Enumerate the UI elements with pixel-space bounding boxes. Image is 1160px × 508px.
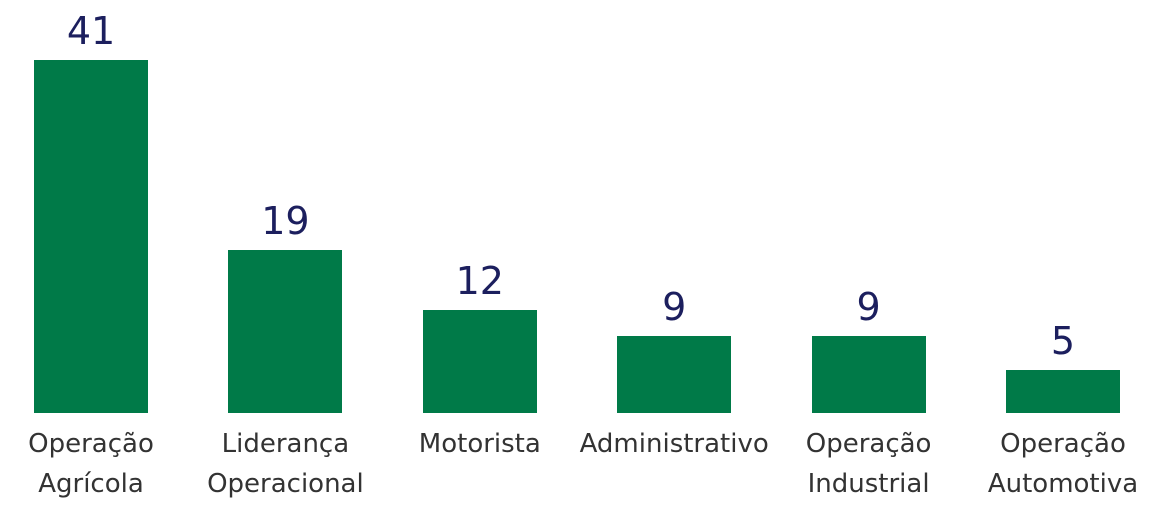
value-label: 5 bbox=[1050, 319, 1076, 363]
value-label: 9 bbox=[856, 284, 881, 329]
category-label: Administrativo bbox=[579, 429, 769, 459]
category-label: Operação Automotiva bbox=[987, 429, 1139, 499]
category-label: Operação Industrial bbox=[805, 429, 932, 499]
value-label: 19 bbox=[261, 198, 310, 243]
bar bbox=[1006, 370, 1120, 413]
bar bbox=[34, 60, 148, 413]
value-label: 12 bbox=[455, 258, 504, 303]
category-label: Liderança Operacional bbox=[207, 429, 364, 499]
bar bbox=[228, 249, 343, 413]
bar bbox=[617, 335, 732, 413]
category-label: Operação Agrícola bbox=[28, 429, 154, 499]
value-label: 9 bbox=[662, 284, 687, 329]
category-label: Motorista bbox=[418, 429, 541, 459]
value-label: 41 bbox=[66, 9, 116, 54]
bar bbox=[422, 309, 537, 413]
bar bbox=[811, 335, 926, 413]
